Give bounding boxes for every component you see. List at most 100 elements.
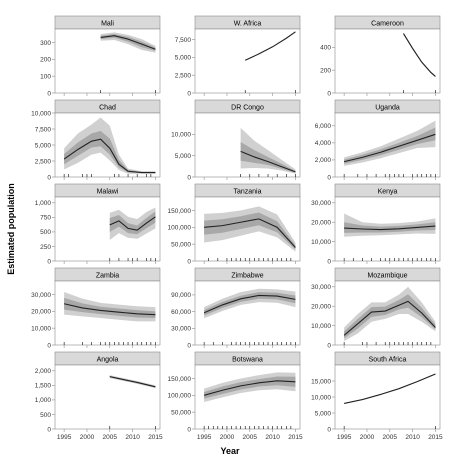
x-tick-label: 2005 (383, 434, 398, 441)
panel-mozambique: Mozambique 0 10,000 20,000 30,000 (311, 267, 441, 349)
inner-credible-band (100, 34, 156, 51)
y-tick-label: 2,000 (315, 157, 332, 164)
y-tick-label: 200 (320, 67, 331, 74)
panel-title: South Africa (369, 357, 407, 364)
x-tick-label: 1995 (337, 434, 352, 441)
panel-title: Uganda (375, 105, 400, 112)
y-tick-label: 100,000 (168, 393, 192, 400)
estimate-line (203, 294, 296, 314)
panel-zambia: Zambia 0 10,000 20,000 30,000 (31, 267, 161, 349)
x-tick-label: 2010 (405, 434, 420, 441)
estimate-line (344, 373, 436, 404)
y-tick-label: 0 (327, 258, 331, 265)
panel-title: Zimbabwe (231, 273, 263, 280)
x-tick-label: 2010 (125, 434, 140, 441)
y-tick-label: 0 (327, 342, 331, 349)
panel-plot-area (54, 364, 161, 430)
panel-south-africa: South Africa 0 5,000 10,000 15,000 1995 2000 20… (311, 351, 443, 441)
y-tick-label: 300 (40, 40, 51, 47)
y-tick-label: 20,000 (311, 220, 331, 227)
panel-mali: Mali 0 100 200 300 (40, 15, 161, 97)
y-tick-label: 10,000 (311, 239, 331, 246)
panel-plot-area (334, 364, 441, 430)
y-tick-label: 10,000 (31, 325, 51, 332)
y-tick-label: 2,500 (35, 158, 52, 165)
estimate-line (344, 225, 436, 231)
x-tick-label: 2015 (288, 434, 303, 441)
estimate-line (204, 218, 296, 248)
y-tick-label: 6,000 (315, 123, 332, 130)
inner-credible-band (64, 130, 156, 174)
y-tick-label: 7,500 (35, 126, 52, 133)
panel-title: W. Africa (234, 21, 262, 28)
y-tick-label: 0 (187, 174, 191, 181)
estimate-line (344, 133, 436, 163)
x-tick-label: 2015 (148, 434, 163, 441)
inner-credible-band (204, 376, 296, 399)
y-tick-label: 0 (187, 426, 191, 433)
x-tick-label: 2005 (103, 434, 118, 441)
x-tick-label: 1995 (57, 434, 72, 441)
panel-title: Malawi (97, 189, 119, 196)
y-tick-label: 0 (187, 90, 191, 97)
estimate-line (244, 31, 296, 61)
y-tick-label: 150,000 (168, 376, 192, 383)
y-tick-label: 250 (40, 244, 51, 251)
y-tick-label: 0 (327, 426, 331, 433)
panel-chad: Chad 0 2,500 5,000 7,500 10,000 (31, 99, 161, 181)
y-tick-label: 1,500 (35, 383, 52, 390)
y-tick-label: 750 (40, 215, 51, 222)
y-tick-label: 2,000 (35, 368, 52, 375)
x-tick-label: 2000 (220, 434, 235, 441)
inner-credible-band (204, 292, 296, 316)
y-tick-label: 1,000 (35, 397, 52, 404)
x-tick-label: 2000 (80, 434, 95, 441)
estimate-line (403, 33, 436, 77)
y-tick-label: 0 (327, 174, 331, 181)
x-tick-label: 2000 (360, 434, 375, 441)
panel-title: Tanzania (233, 189, 261, 196)
x-axis-label: Year (220, 446, 240, 456)
panel-angola: Angola 0 500 1,000 1,500 2,000 1995 2000 2005 201… (35, 351, 163, 441)
y-tick-label: 400 (320, 45, 331, 52)
inner-credible-band (109, 211, 156, 235)
panel-kenya: Kenya 0 10,000 20,000 30,000 (311, 183, 441, 265)
y-tick-label: 200 (40, 57, 51, 64)
estimate-line (343, 300, 436, 336)
panel-title: Chad (99, 105, 116, 112)
y-tick-label: 0 (327, 90, 331, 97)
y-tick-label: 20,000 (31, 309, 51, 316)
estimate-line (63, 138, 156, 174)
y-tick-label: 100,000 (168, 225, 192, 232)
y-tick-label: 10,000 (31, 110, 51, 117)
y-tick-label: 7,500 (175, 37, 192, 44)
y-tick-label: 100 (40, 73, 51, 80)
y-tick-label: 30,000 (171, 326, 191, 333)
y-tick-label: 0 (187, 342, 191, 349)
outer-credible-band (204, 206, 296, 252)
panel-tanzania: Tanzania 0 50,000 100,000 150,000 (168, 183, 301, 265)
y-tick-label: 50,000 (171, 409, 191, 416)
panel-uganda: Uganda 0 2,000 4,000 6,000 (315, 99, 441, 181)
x-tick-label: 2010 (265, 434, 280, 441)
y-tick-label: 0 (187, 258, 191, 265)
y-tick-label: 0 (47, 90, 51, 97)
y-tick-label: 50,000 (171, 241, 191, 248)
outer-credible-band (109, 207, 156, 241)
y-tick-label: 2,500 (175, 73, 192, 80)
x-tick-label: 1995 (197, 434, 212, 441)
panel-title: Mozambique (367, 273, 407, 280)
y-tick-label: 0 (47, 174, 51, 181)
x-tick-label: 2005 (243, 434, 258, 441)
y-tick-label: 30,000 (311, 284, 331, 291)
y-tick-label: 30,000 (31, 292, 51, 299)
estimate-line (109, 376, 156, 388)
y-tick-label: 150,000 (168, 208, 192, 215)
panel-title: Botswana (232, 357, 263, 364)
panel-botswana: Botswana 0 50,000 100,000 150,000 1995 2000 200… (168, 351, 303, 441)
y-tick-label: 10,000 (311, 394, 331, 401)
estimate-line (203, 380, 296, 396)
y-tick-label: 10,000 (171, 132, 191, 139)
